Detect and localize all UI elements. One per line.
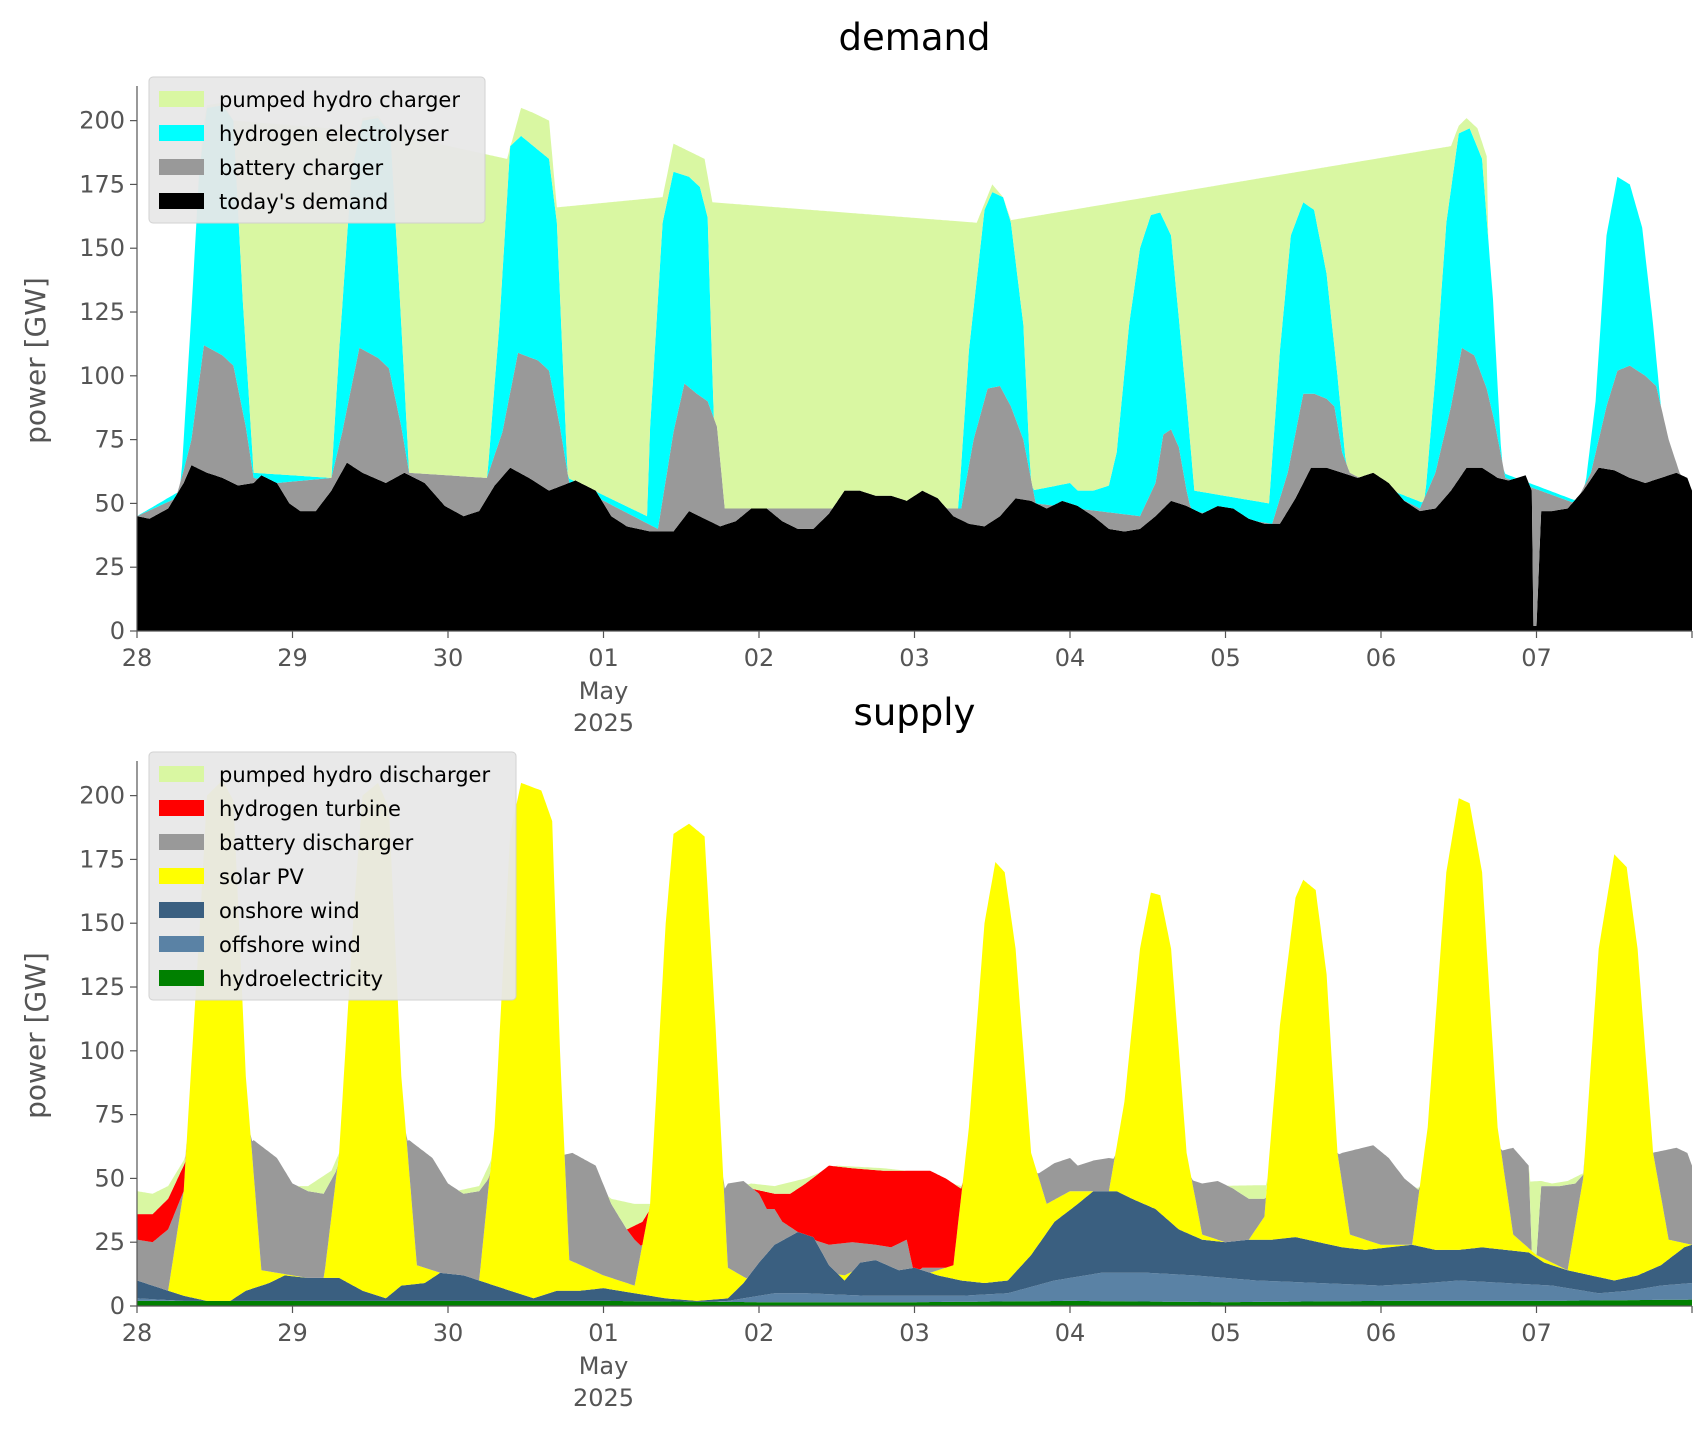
legend-swatch bbox=[159, 125, 204, 141]
x-tick-label: 07 bbox=[1521, 1319, 1552, 1347]
x-tick-label: 01 bbox=[588, 644, 619, 672]
legend-swatch bbox=[159, 868, 204, 884]
legend-entry: battery discharger bbox=[219, 831, 414, 855]
legend-swatch bbox=[159, 766, 204, 782]
legend-box bbox=[148, 76, 486, 224]
area-pumped-hydro-charger bbox=[137, 102, 1692, 517]
legend-entry: pumped hydro charger bbox=[219, 88, 460, 112]
x-tick-label: 28 bbox=[122, 1319, 153, 1347]
y-tick-label: 50 bbox=[94, 1164, 125, 1192]
y-tick-label: 0 bbox=[110, 1292, 125, 1320]
x-tick-label: 03 bbox=[899, 644, 930, 672]
x-tick-label: 07 bbox=[1521, 644, 1552, 672]
chart-panel-demand: 0 25 50 75 100 125 150 175 200 28 29 30 01 May 2025 02 0… bbox=[19, 16, 1693, 737]
x-tick-label: 04 bbox=[1055, 644, 1086, 672]
x-tick-label: 06 bbox=[1366, 644, 1397, 672]
area-battery-charger bbox=[137, 345, 1692, 626]
y-tick-label: 100 bbox=[79, 362, 125, 390]
x-tick-label: 30 bbox=[433, 1319, 464, 1347]
x-tick-label: 02 bbox=[744, 644, 775, 672]
x-tick-label: 29 bbox=[277, 1319, 308, 1347]
y-axis-label: power [GW] bbox=[19, 277, 52, 444]
x-tick-label: 05 bbox=[1210, 1319, 1241, 1347]
chart-title: demand bbox=[839, 16, 991, 59]
y-tick-label: 125 bbox=[79, 298, 125, 326]
area-solar-pv bbox=[137, 780, 1692, 1301]
y-axis-label: power [GW] bbox=[19, 952, 52, 1119]
x-tick-label: 29 bbox=[277, 644, 308, 672]
y-tick-label: 200 bbox=[79, 782, 125, 810]
legend-swatch bbox=[159, 834, 204, 850]
y-tick-label: 100 bbox=[79, 1037, 125, 1065]
x-tick-label: 01 bbox=[588, 1319, 619, 1347]
y-tick-label: 0 bbox=[110, 617, 125, 645]
x-tick-sublabel: May bbox=[579, 1352, 629, 1380]
x-tick-sublabel: 2025 bbox=[573, 1384, 634, 1412]
y-tick-label: 150 bbox=[79, 234, 125, 262]
legend-entry: solar PV bbox=[219, 865, 304, 889]
legend-swatch bbox=[159, 970, 204, 986]
x-tick-sublabel: 2025 bbox=[573, 709, 634, 737]
area-offshore-wind bbox=[137, 1272, 1692, 1303]
area-hydroelectricity bbox=[137, 1299, 1692, 1306]
x-tick-label: 02 bbox=[744, 1319, 775, 1347]
chart-panel-supply: 0 25 50 75 100 125 150 175 200 28 29 30 01 May 2025 02 0… bbox=[19, 691, 1693, 1412]
y-tick-label: 25 bbox=[94, 553, 125, 581]
area-battery-discharger bbox=[137, 780, 1692, 1291]
legend-swatch bbox=[159, 159, 204, 175]
x-tick-sublabel: May bbox=[579, 677, 629, 705]
y-tick-label: 150 bbox=[79, 909, 125, 937]
legend-entry: hydrogen turbine bbox=[219, 797, 401, 821]
legend-entry: today's demand bbox=[219, 190, 388, 214]
x-tick-label: 30 bbox=[433, 644, 464, 672]
legend-swatch bbox=[159, 902, 204, 918]
legend-swatch bbox=[159, 936, 204, 952]
y-tick-label: 75 bbox=[94, 426, 125, 454]
legend-swatch bbox=[159, 193, 204, 209]
legend-entry: hydroelectricity bbox=[219, 967, 383, 991]
x-tick-label: 04 bbox=[1055, 1319, 1086, 1347]
legend-swatch bbox=[159, 91, 204, 107]
y-tick-label: 200 bbox=[79, 107, 125, 135]
legend-entry: battery charger bbox=[219, 156, 384, 180]
y-tick-label: 25 bbox=[94, 1228, 125, 1256]
area-pumped-hydro-discharger bbox=[137, 780, 1692, 1255]
y-tick-label: 50 bbox=[94, 489, 125, 517]
legend-entry: offshore wind bbox=[219, 933, 361, 957]
area-hydrogen-electrolyser bbox=[137, 105, 1692, 529]
y-tick-label: 75 bbox=[94, 1101, 125, 1129]
legend-entry: pumped hydro discharger bbox=[219, 763, 490, 787]
area-hydrogen-turbine bbox=[137, 780, 1692, 1270]
chart-title: supply bbox=[854, 691, 976, 734]
legend-box bbox=[148, 751, 517, 1001]
legend-entry: onshore wind bbox=[219, 899, 360, 923]
legend-swatch bbox=[159, 800, 204, 816]
y-tick-label: 125 bbox=[79, 973, 125, 1001]
x-tick-label: 03 bbox=[899, 1319, 930, 1347]
legend-entry: hydrogen electrolyser bbox=[219, 122, 449, 146]
area-onshore-wind bbox=[137, 1191, 1692, 1302]
x-tick-label: 06 bbox=[1366, 1319, 1397, 1347]
y-tick-label: 175 bbox=[79, 845, 125, 873]
y-tick-label: 175 bbox=[79, 170, 125, 198]
area-today-s-demand bbox=[137, 462, 1692, 631]
x-tick-label: 28 bbox=[122, 644, 153, 672]
x-tick-label: 05 bbox=[1210, 644, 1241, 672]
